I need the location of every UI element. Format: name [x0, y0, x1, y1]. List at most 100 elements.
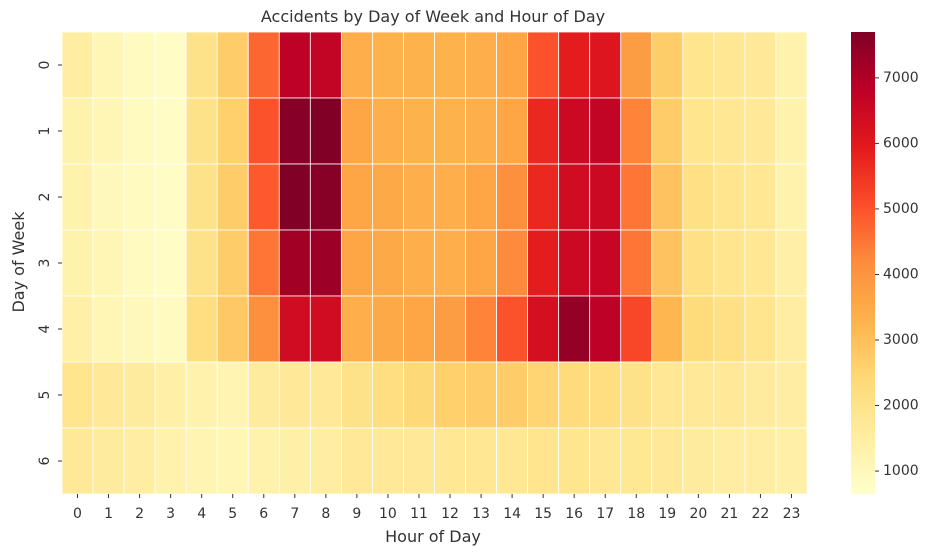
heatmap-cell — [527, 229, 560, 297]
heatmap-cell — [682, 361, 715, 429]
heatmap-cell — [434, 31, 466, 99]
heatmap-cell — [713, 361, 746, 429]
colorbar-tick-label: 4000 — [883, 266, 919, 282]
heatmap-cell — [247, 31, 280, 99]
colorbar — [851, 32, 875, 494]
heatmap-cell — [682, 163, 715, 231]
heatmap-cell — [558, 97, 591, 165]
heatmap-cell — [651, 427, 684, 495]
heatmap-cell — [465, 31, 497, 99]
heatmap-cell — [309, 31, 342, 99]
heatmap-cell — [558, 163, 591, 231]
heatmap-cell — [465, 163, 497, 231]
heatmap-cell — [154, 295, 187, 363]
x-tick-label: 11 — [410, 506, 428, 522]
heatmap-cell — [589, 163, 622, 231]
heatmap-cell — [247, 229, 280, 297]
x-tick-label: 20 — [689, 506, 707, 522]
heatmap-cell — [496, 97, 529, 165]
heatmap-cell — [713, 163, 746, 231]
heatmap-cell — [372, 427, 404, 495]
heatmap-cell — [340, 97, 373, 165]
heatmap-cell — [154, 31, 187, 99]
heatmap-cell — [620, 361, 653, 429]
heatmap-cell — [372, 229, 404, 297]
heatmap-cell — [123, 295, 156, 363]
heatmap-cell — [713, 31, 746, 99]
heatmap-cell — [247, 361, 280, 429]
heatmap-cell — [61, 31, 94, 99]
y-tick-label: 4 — [37, 324, 53, 333]
heatmap-cell — [372, 163, 404, 231]
heatmap-cell — [496, 361, 529, 429]
heatmap-cell — [744, 295, 777, 363]
x-tick-label: 17 — [596, 506, 614, 522]
heatmap-cell — [216, 97, 249, 165]
heatmap-cell — [651, 163, 684, 231]
heatmap-cell — [92, 229, 125, 297]
heatmap-cell — [123, 31, 156, 99]
heatmap-cell — [216, 427, 249, 495]
heatmap-cell — [682, 97, 715, 165]
heatmap-cell — [185, 163, 218, 231]
heatmap-cell — [744, 427, 777, 495]
x-tick-label: 14 — [503, 506, 521, 522]
colorbar-tick-label: 1000 — [883, 463, 919, 479]
heatmap-cells — [61, 31, 808, 495]
heatmap-cell — [92, 163, 125, 231]
heatmap-cell — [278, 361, 311, 429]
heatmap-cell — [340, 295, 373, 363]
heatmap-cell — [496, 295, 529, 363]
x-tick-label: 21 — [720, 506, 738, 522]
y-tick-labels: 0 1 2 3 4 5 6 — [37, 61, 62, 465]
x-tick-label: 9 — [352, 506, 361, 522]
heatmap-cell — [154, 229, 187, 297]
x-tick-label: 7 — [290, 506, 299, 522]
heatmap-cell — [61, 427, 94, 495]
x-tick-label: 2 — [135, 506, 144, 522]
heatmap-cell — [403, 31, 435, 99]
heatmap-cell — [527, 295, 560, 363]
heatmap-cell — [651, 295, 684, 363]
heatmap-cell — [340, 229, 373, 297]
heatmap-cell — [744, 97, 777, 165]
x-tick-label: 12 — [441, 506, 459, 522]
heatmap-cell — [465, 97, 497, 165]
heatmap-cell — [589, 97, 622, 165]
heatmap-cell — [434, 295, 466, 363]
heatmap-cell — [372, 361, 404, 429]
heatmap-cell — [278, 427, 311, 495]
heatmap-cell — [123, 97, 156, 165]
y-tick-label: 0 — [37, 61, 53, 70]
colorbar-tick-label: 3000 — [883, 332, 919, 348]
heatmap-cell — [496, 427, 529, 495]
heatmap-cell — [216, 31, 249, 99]
heatmap-cell — [185, 295, 218, 363]
heatmap-cell — [185, 427, 218, 495]
heatmap-cell — [92, 31, 125, 99]
heatmap-cell — [775, 163, 808, 231]
heatmap-cell — [589, 229, 622, 297]
heatmap-cell — [309, 295, 342, 363]
heatmap-cell — [496, 31, 529, 99]
heatmap-cell — [558, 31, 591, 99]
x-tick-label: 22 — [752, 506, 770, 522]
heatmap-cell — [92, 295, 125, 363]
heatmap-cell — [651, 361, 684, 429]
heatmap-cell — [496, 163, 529, 231]
heatmap-cell — [558, 361, 591, 429]
heatmap-cell — [92, 361, 125, 429]
heatmap-cell — [372, 97, 404, 165]
heatmap-cell — [744, 163, 777, 231]
heatmap-cell — [216, 229, 249, 297]
heatmap-cell — [589, 295, 622, 363]
heatmap-cell — [92, 97, 125, 165]
heatmap-cell — [309, 97, 342, 165]
x-tick-label: 13 — [472, 506, 490, 522]
heatmap-cell — [589, 427, 622, 495]
heatmap-cell — [403, 97, 435, 165]
heatmap-cell — [744, 229, 777, 297]
heatmap-cell — [775, 295, 808, 363]
heatmap-cell — [775, 97, 808, 165]
heatmap-cell — [278, 229, 311, 297]
